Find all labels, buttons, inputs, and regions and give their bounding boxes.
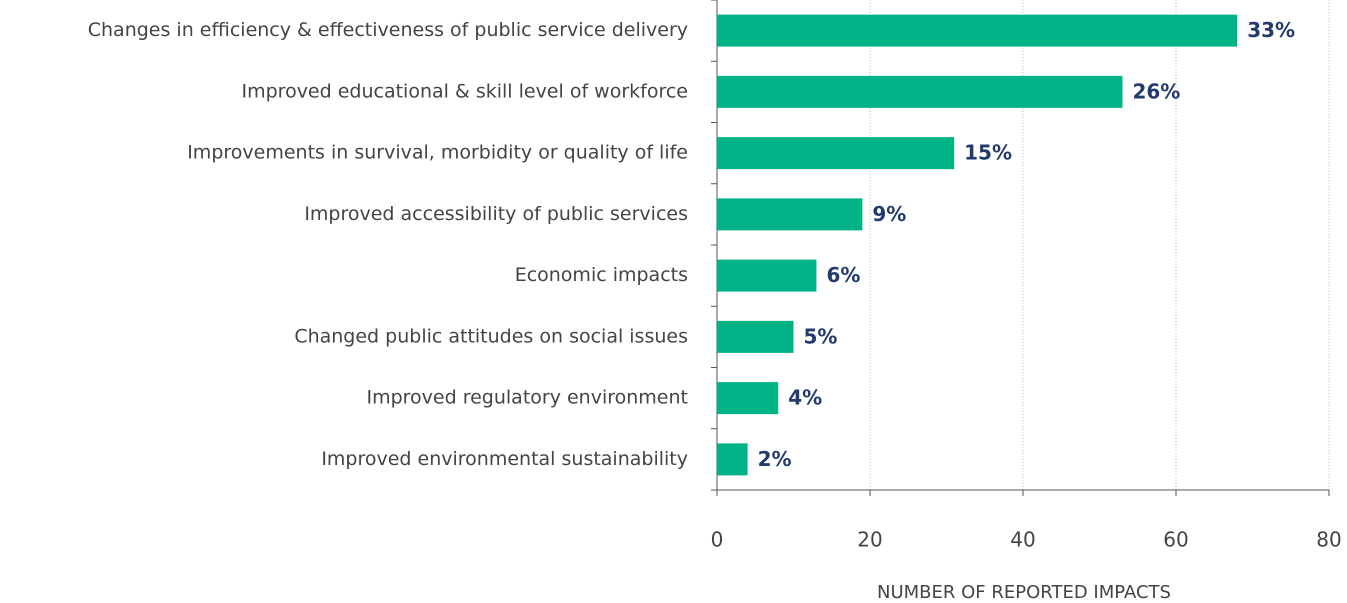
bar	[717, 14, 1238, 47]
share-label: 5%	[804, 324, 838, 348]
bar	[717, 443, 748, 476]
bar	[717, 137, 955, 170]
x-tick-label: 20	[857, 528, 882, 552]
category-label: Improved educational & skill level of wo…	[242, 80, 689, 102]
share-label: 4%	[788, 386, 822, 410]
x-tick-label: 80	[1316, 528, 1341, 552]
bar	[717, 382, 779, 415]
share-label: 15%	[964, 141, 1012, 165]
x-axis-title: NUMBER OF REPORTED IMPACTS	[877, 582, 1171, 603]
x-tick-label: 60	[1163, 528, 1188, 552]
share-label: 26%	[1132, 79, 1180, 103]
bar	[717, 259, 817, 292]
category-label: Improved environmental sustainability	[321, 448, 688, 470]
bar	[717, 320, 794, 353]
bar	[717, 198, 863, 231]
share-label: 33%	[1247, 18, 1295, 42]
x-tick-label: 40	[1010, 528, 1035, 552]
bar	[717, 75, 1123, 108]
category-label: Changed public attitudes on social issue…	[294, 325, 688, 347]
share-label: 2%	[758, 447, 792, 471]
x-tick-label: 0	[711, 528, 724, 552]
category-label: Economic impacts	[515, 264, 688, 286]
share-label: 9%	[872, 202, 906, 226]
category-label: Improved regulatory environment	[366, 387, 688, 409]
category-label: Changes in efficiency & effectiveness of…	[88, 19, 688, 41]
category-label: Improvements in survival, morbidity or q…	[187, 142, 688, 164]
share-label: 6%	[826, 263, 860, 287]
category-label: Improved accessibility of public service…	[304, 203, 688, 225]
